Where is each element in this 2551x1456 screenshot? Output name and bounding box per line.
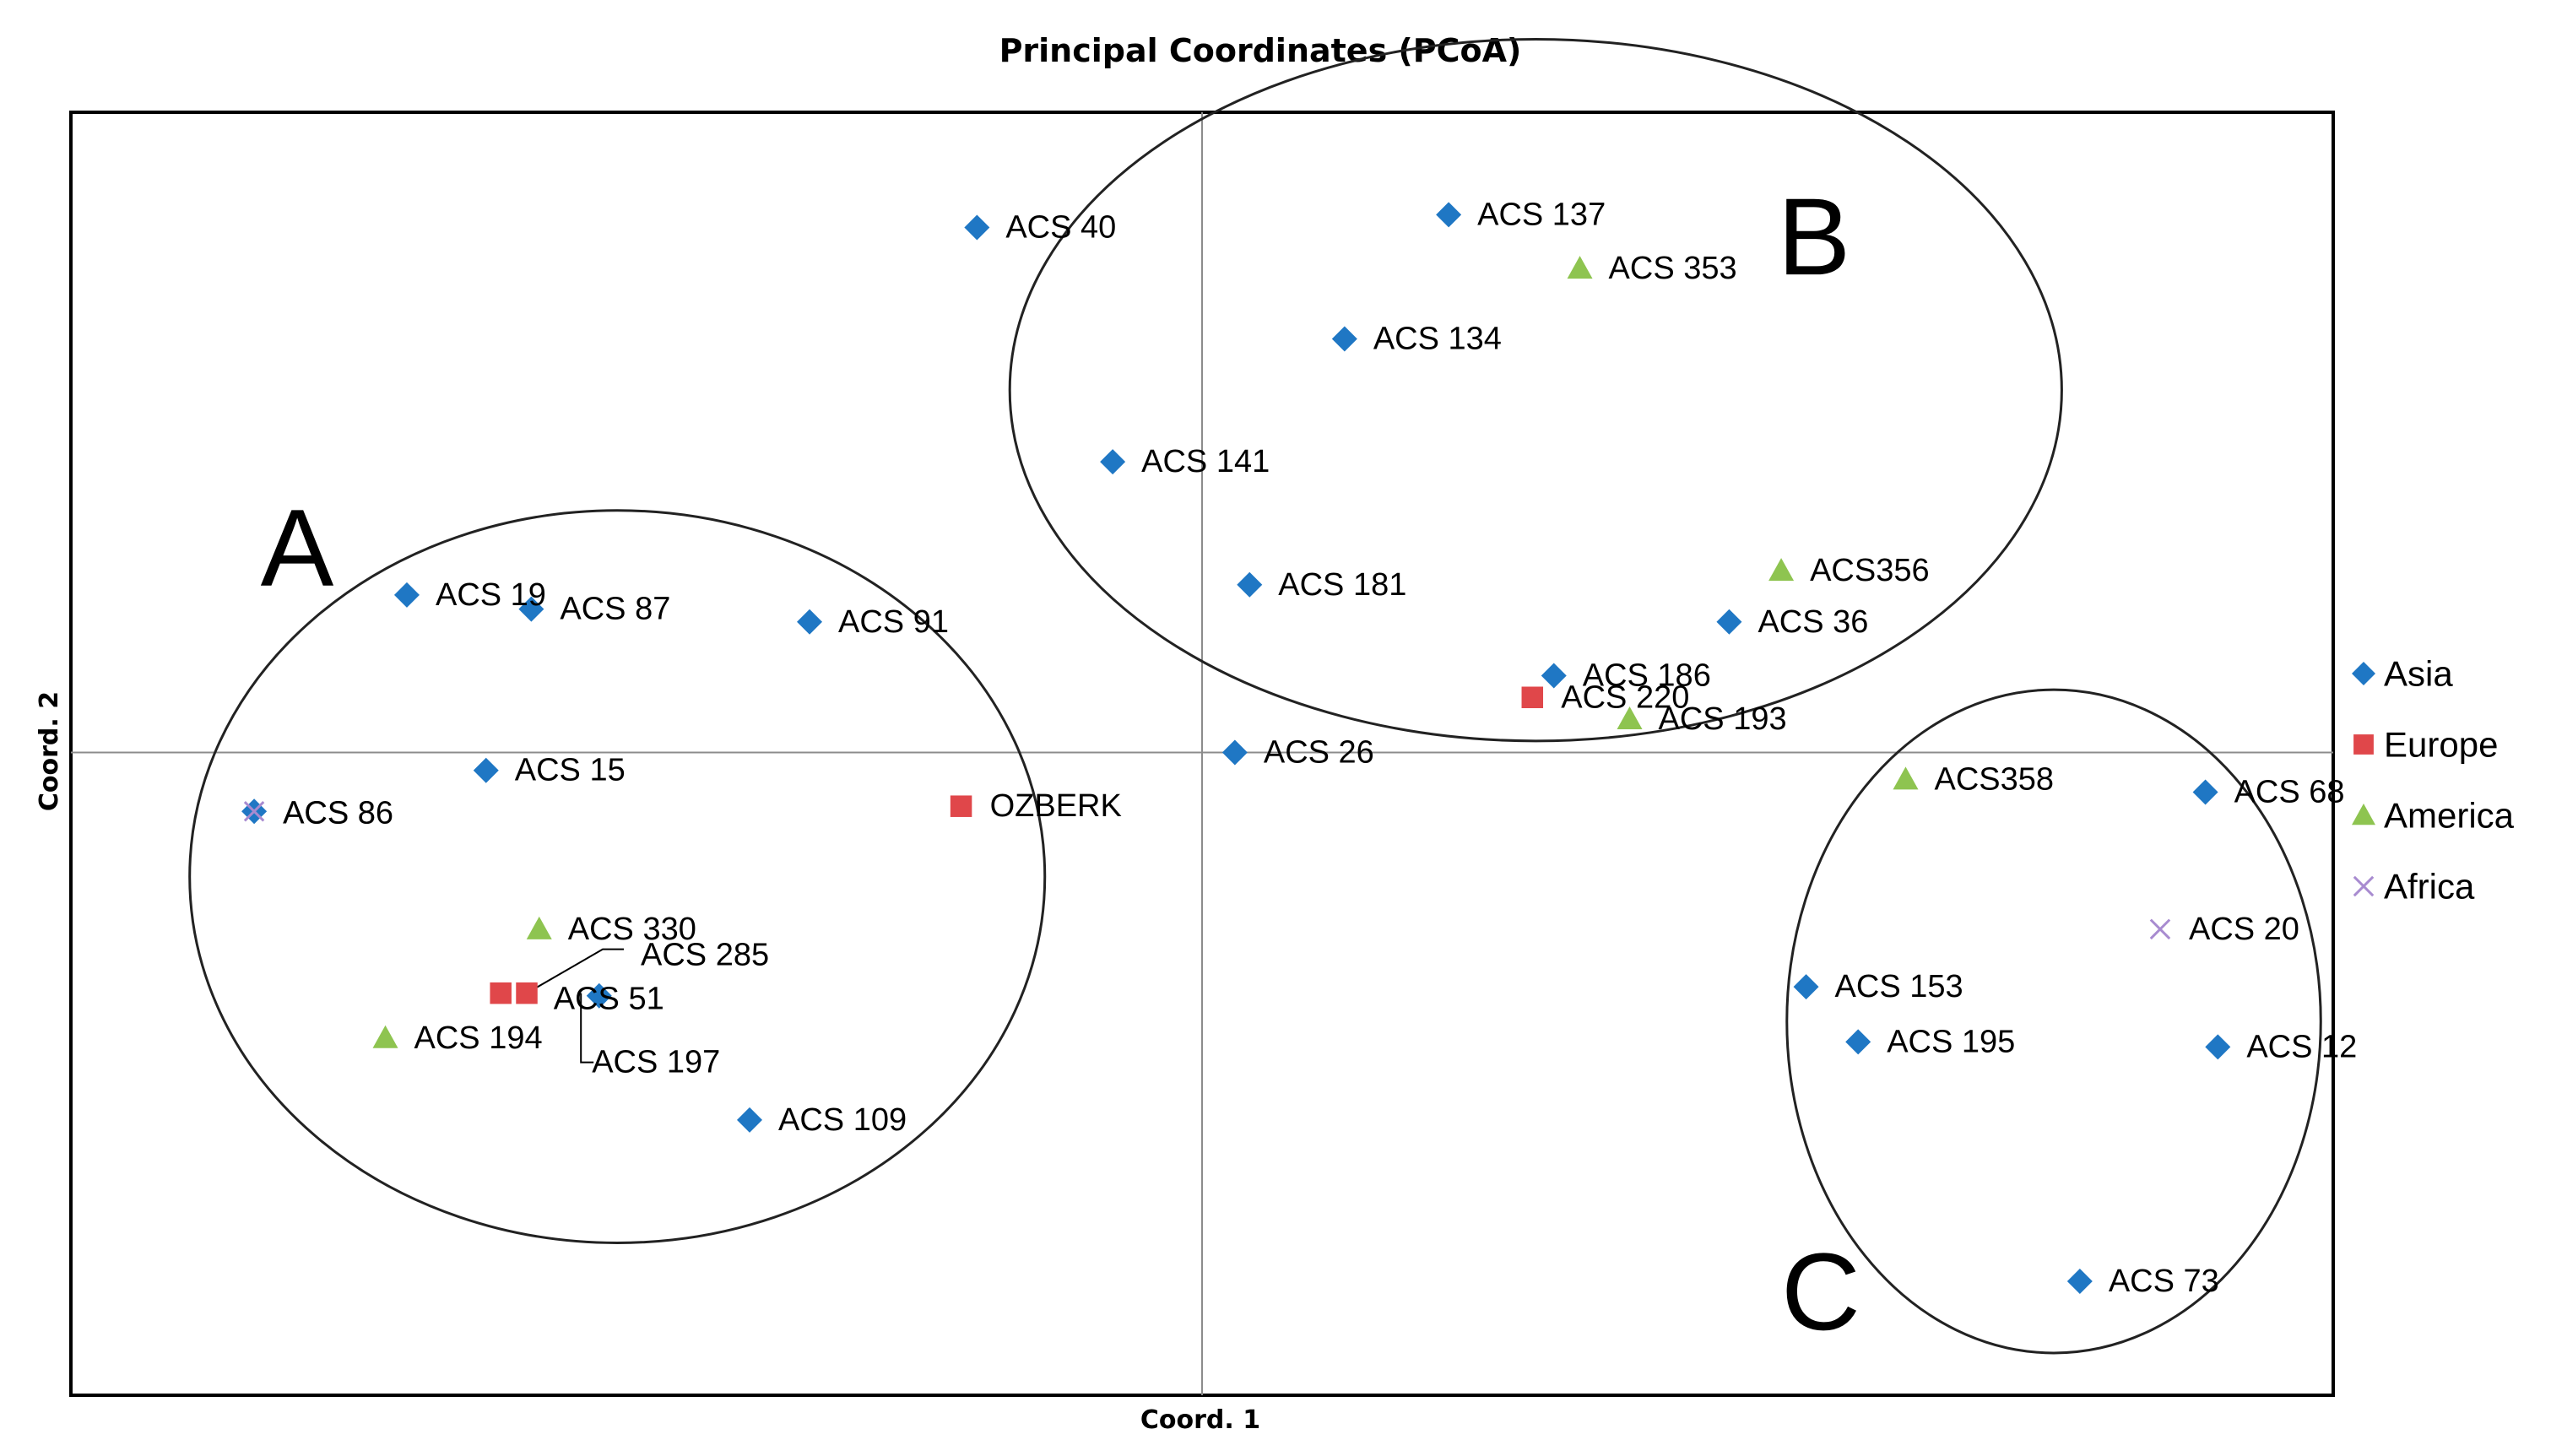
point-label-acs-181: ACS 181 (1278, 567, 1406, 603)
point-label-acs356: ACS356 (1810, 553, 1930, 588)
point-label-acs-19: ACS 19 (436, 577, 546, 613)
cluster-label-b: B (1778, 175, 1851, 298)
point-acs-40 (964, 214, 990, 241)
point-label-acs-137: ACS 137 (1477, 197, 1606, 232)
point-acs-51 (586, 982, 612, 1009)
cluster-ellipse-c (1785, 688, 2322, 1355)
point-label-acs-26: ACS 26 (1264, 734, 1374, 770)
point-acs-197 (490, 982, 512, 1004)
point-acs-73 (2066, 1268, 2093, 1294)
point-ozberk (950, 795, 972, 817)
point-label-ozberk: OZBERK (990, 788, 1122, 824)
point-acs-91 (797, 609, 823, 635)
legend-label-asia: Asia (2384, 654, 2453, 694)
point-label-acs-86: ACS 86 (283, 795, 393, 831)
point-label-acs-194: ACS 194 (414, 1020, 543, 1056)
legend-label-africa: Africa (2384, 867, 2475, 907)
legend-marker-asia (2352, 662, 2375, 685)
legend-label-europe: Europe (2384, 725, 2498, 765)
point-acs356 (1768, 558, 1795, 582)
legend-marker-america (2352, 804, 2375, 825)
point-acs-153 (1793, 974, 1819, 1000)
point-acs-134 (1331, 326, 1357, 352)
point-label-acs-36: ACS 36 (1758, 604, 1868, 640)
point-acs-285 (516, 982, 538, 1004)
y-axis-title: Coord. 2 (35, 691, 64, 811)
legend-label-america: America (2384, 796, 2515, 836)
leader-line-acs-197 (580, 993, 594, 1064)
point-acs-87 (518, 596, 544, 622)
point-acs-15 (473, 757, 499, 783)
point-label-acs-109: ACS 109 (778, 1102, 907, 1138)
point-label-acs-193: ACS 193 (1659, 701, 1787, 737)
point-acs-12 (2205, 1034, 2231, 1060)
point-label-acs-353: ACS 353 (1609, 251, 1737, 286)
point-label-acs-73: ACS 73 (2109, 1264, 2219, 1299)
point-label-acs-15: ACS 15 (515, 753, 626, 788)
point-acs-141 (1100, 449, 1126, 475)
point-label-acs-87: ACS 87 (560, 592, 670, 627)
point-label-acs-141: ACS 141 (1141, 444, 1270, 479)
point-label-acs-197: ACS 197 (592, 1045, 720, 1080)
point-acs-186 (1541, 663, 1567, 689)
point-label-acs-68: ACS 68 (2234, 775, 2345, 810)
axes-layer (71, 112, 2333, 1395)
point-acs-26 (1221, 739, 1248, 766)
point-acs-195 (1845, 1029, 1871, 1055)
point-label-acs-330: ACS 330 (568, 912, 696, 947)
point-label-acs-285: ACS 285 (641, 938, 769, 973)
point-acs-330 (526, 916, 552, 939)
leader-line-acs-285 (526, 948, 625, 994)
cluster-ellipse-b (1008, 38, 2063, 743)
point-label-acs-20: ACS 20 (2189, 912, 2299, 947)
point-acs-8 (243, 801, 265, 822)
point-acs-353 (1567, 256, 1593, 279)
point-label-acs-153: ACS 153 (1835, 969, 1963, 1004)
point-acs-193 (1617, 706, 1643, 730)
point-label-acs-134: ACS 134 (1373, 322, 1502, 357)
legend: Asia Europe America Africa (2352, 654, 2515, 907)
x-axis-title: Coord. 1 (1140, 1405, 1260, 1435)
point-label-acs-220: ACS 220 (1561, 679, 1689, 715)
point-acs-68 (2192, 779, 2218, 805)
cluster-label-c: C (1781, 1230, 1860, 1353)
point-acs-220 (1521, 686, 1544, 709)
point-label-acs-12: ACS 12 (2246, 1029, 2357, 1064)
legend-marker-africa (2353, 875, 2375, 897)
point-acs-137 (1436, 202, 1462, 228)
cluster-label-a: A (261, 486, 334, 609)
point-label-acs-195: ACS 195 (1887, 1024, 2015, 1059)
point-label-acs-51: ACS 51 (554, 982, 664, 1017)
legend-marker-europe (2353, 734, 2374, 755)
point-label-acs-40: ACS 40 (1005, 210, 1116, 246)
clusters-layer: A B C (188, 38, 2322, 1355)
point-acs-20 (2149, 918, 2171, 940)
chart-title: Principal Coordinates (PCoA) (999, 32, 1522, 69)
point-label-acs358: ACS358 (1934, 761, 2054, 797)
point-label-acs-91: ACS 91 (838, 604, 949, 640)
point-acs-19 (393, 582, 420, 608)
point-acs-36 (1716, 609, 1742, 635)
point-acs-194 (372, 1025, 398, 1048)
leader-lines (526, 948, 625, 1064)
point-acs-181 (1237, 571, 1263, 598)
cluster-ellipse-a (188, 509, 1047, 1244)
point-acs358 (1893, 766, 1919, 790)
point-label-acs-186: ACS 186 (1583, 658, 1711, 693)
points-layer (241, 202, 2231, 1294)
point-acs-109 (737, 1107, 762, 1133)
point-label-acs-8: ACS 8 (283, 795, 376, 831)
